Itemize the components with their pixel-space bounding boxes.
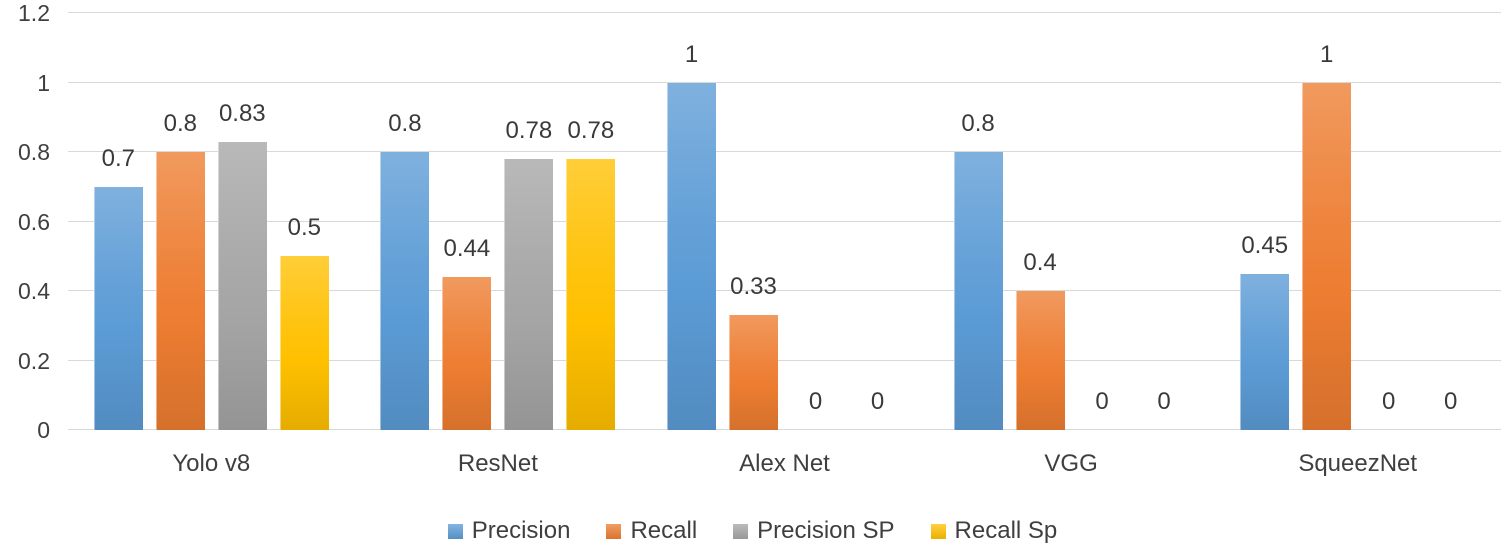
bar-precision — [1240, 273, 1290, 430]
plot-area: 0.7 0.8 0.83 0.5 0.8 0.44 0.78 0.78 1 0.33 0 0 0.8 0.… — [68, 12, 1501, 430]
gridline — [68, 151, 1501, 152]
category-label-yolo-v8: Yolo v8 — [172, 450, 251, 477]
bar-gradient — [279, 256, 329, 430]
legend-label: Recall — [630, 517, 698, 544]
data-label: 0.8 — [388, 110, 422, 137]
category-label-resnet: ResNet — [457, 450, 538, 477]
legend-item-precision-sp: Precision SP — [733, 517, 895, 545]
legend-label: Precision — [471, 517, 571, 544]
data-label: 0.83 — [218, 99, 266, 127]
data-label: 0.4 — [1023, 249, 1057, 276]
gridline — [68, 359, 1501, 361]
legend-label: Precision SP — [757, 517, 895, 544]
legend-swatch-icon — [606, 523, 622, 539]
y-tick-label: 1 — [37, 69, 50, 96]
y-tick-label: 0.4 — [18, 278, 50, 304]
gridline — [68, 220, 1501, 222]
data-label: 0.33 — [730, 273, 777, 301]
bar-recall — [729, 315, 778, 430]
bar-gradient — [155, 152, 205, 430]
data-label: 0.7 — [101, 144, 135, 172]
data-label: 0.5 — [287, 214, 321, 242]
legend: Precision Recall Precision SP Recall Sp — [0, 517, 1505, 545]
bar-gradient — [1240, 273, 1290, 430]
bar-gradient — [1015, 291, 1065, 430]
bar-recall — [442, 277, 492, 430]
bar-recall — [1302, 82, 1352, 430]
bar-gradient — [566, 158, 616, 430]
data-label: 0 — [870, 388, 885, 415]
gridline — [68, 12, 1501, 13]
bar-gradient — [93, 186, 143, 430]
bar-gradient — [380, 152, 430, 430]
category-label-alex-net: Alex Net — [739, 450, 830, 477]
data-label: 0 — [1382, 388, 1396, 415]
bar-recall-sp — [279, 256, 329, 430]
bar-precision-sp — [217, 141, 267, 430]
data-label: 0 — [808, 388, 823, 415]
data-label: 1 — [684, 40, 699, 68]
y-tick-label: 0 — [37, 417, 50, 443]
data-label: 0 — [1095, 388, 1109, 415]
legend-label: Recall Sp — [954, 517, 1058, 544]
data-label: 0 — [1157, 388, 1171, 415]
data-label: 0.45 — [1241, 231, 1289, 259]
y-tick-label: 1.2 — [18, 0, 50, 26]
bar-gradient — [217, 141, 267, 430]
bar-precision — [380, 152, 430, 430]
legend-swatch-icon — [733, 523, 749, 539]
data-label: 1 — [1320, 40, 1334, 68]
bar-gradient — [667, 82, 716, 430]
y-tick-label: 0.2 — [18, 347, 50, 374]
category-label-squeeznet: SqueezNet — [1298, 450, 1418, 477]
bar-precision-sp — [504, 158, 554, 430]
y-tick-label: 0.8 — [18, 139, 50, 165]
data-label: 0.8 — [163, 110, 197, 137]
bar-precision — [93, 186, 143, 430]
bar-recall — [155, 152, 205, 430]
legend-item-recall: Recall — [606, 517, 697, 545]
bar-precision — [953, 152, 1003, 430]
bar-precision — [667, 82, 716, 430]
data-label: 0 — [1444, 388, 1458, 415]
gridline — [68, 429, 1501, 430]
bar-gradient — [442, 277, 492, 430]
legend-swatch-icon — [447, 523, 463, 539]
legend-item-recall-sp: Recall Sp — [930, 517, 1058, 545]
data-label: 0.78 — [567, 116, 615, 144]
data-label: 0.44 — [443, 235, 491, 263]
bar-gradient — [504, 158, 554, 430]
data-label: 0.78 — [505, 116, 553, 144]
bar-recall — [1015, 291, 1065, 430]
bar-recall-sp — [566, 158, 616, 430]
data-label: 0.8 — [961, 110, 995, 137]
bar-gradient — [953, 152, 1003, 430]
gridline — [68, 290, 1501, 291]
bar-gradient — [1302, 82, 1352, 430]
gridline — [68, 81, 1501, 83]
legend-item-precision: Precision — [447, 517, 571, 545]
category-label-vgg: VGG — [1044, 450, 1098, 477]
legend-swatch-icon — [930, 523, 946, 539]
bar-gradient — [729, 315, 778, 430]
y-tick-label: 0.6 — [18, 208, 50, 235]
